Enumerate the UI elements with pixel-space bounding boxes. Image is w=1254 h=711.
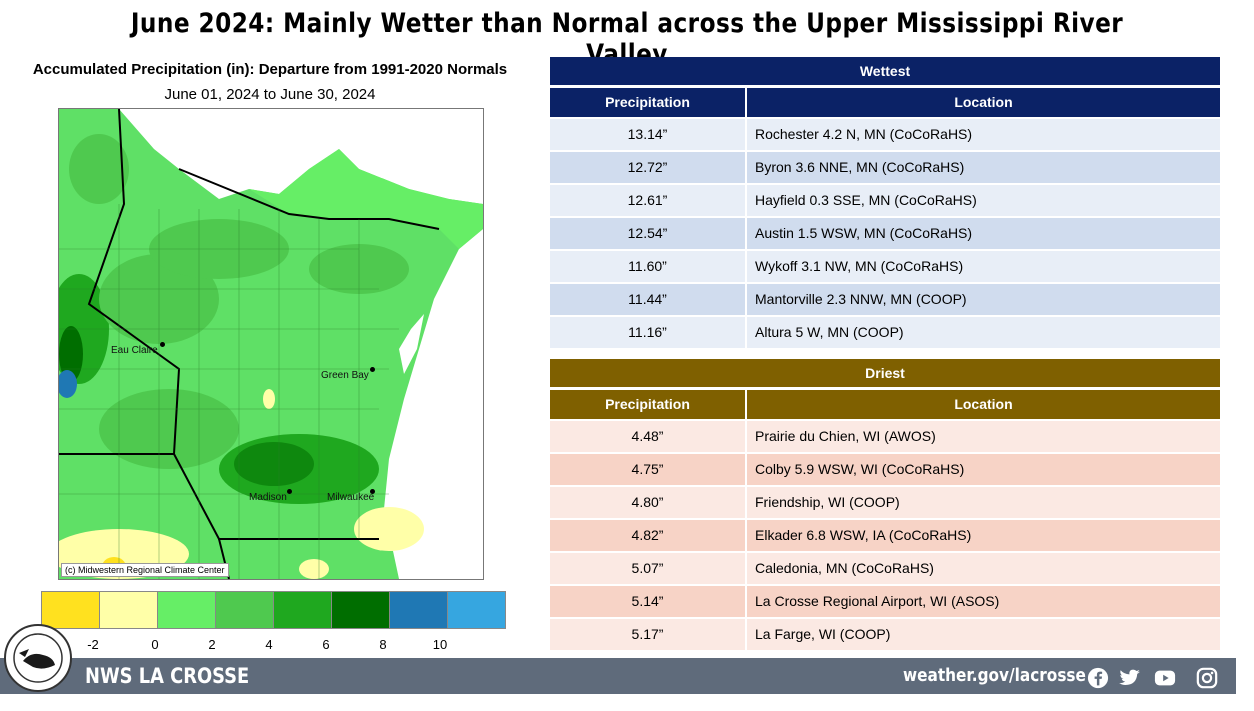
driest-column-headers: Precipitation Location	[550, 390, 1220, 419]
column-header-precipitation: Precipitation	[550, 88, 745, 117]
precipitation-cell: 4.82”	[550, 520, 747, 551]
location-cell: Prairie du Chien, WI (AWOS)	[755, 428, 936, 444]
legend-label: 8	[379, 637, 387, 652]
location-cell: Byron 3.6 NNE, MN (CoCoRaHS)	[755, 159, 965, 175]
table-row: 12.54” Austin 1.5 WSW, MN (CoCoRaHS)	[550, 216, 1220, 249]
table-row: 11.60” Wykoff 3.1 NW, MN (CoCoRaHS)	[550, 249, 1220, 282]
table-row: 5.14” La Crosse Regional Airport, WI (ASO…	[550, 584, 1220, 617]
location-cell: Hayfield 0.3 SSE, MN (CoCoRaHS)	[755, 192, 977, 208]
table-row: 5.07” Caledonia, MN (CoCoRaHS)	[550, 551, 1220, 584]
precipitation-cell: 4.48”	[550, 421, 747, 452]
precipitation-cell: 12.61”	[550, 185, 747, 216]
city-marker	[370, 489, 375, 494]
color-legend	[41, 591, 506, 629]
city-label-milwaukee: Milwaukee	[327, 492, 375, 503]
city-label-madison: Madison	[249, 492, 287, 503]
location-cell: Rochester 4.2 N, MN (CoCoRaHS)	[755, 126, 973, 142]
legend-swatch	[216, 592, 274, 628]
map-graphic	[59, 109, 483, 579]
precipitation-cell: 5.17”	[550, 619, 747, 650]
twitter-icon[interactable]	[1117, 667, 1143, 689]
precipitation-map: Eau Claire Green Bay Madison Milwaukee (…	[58, 108, 484, 580]
column-header-location: Location	[747, 390, 1220, 419]
wettest-column-headers: Precipitation Location	[550, 88, 1220, 117]
precipitation-cell: 12.72”	[550, 152, 747, 183]
legend-swatch	[42, 592, 100, 628]
instagram-icon[interactable]	[1194, 667, 1220, 689]
city-marker	[370, 367, 375, 372]
driest-table: Driest Precipitation Location 4.48” Prair…	[550, 359, 1220, 650]
table-row: 4.48” Prairie du Chien, WI (AWOS)	[550, 419, 1220, 452]
map-title: Accumulated Precipitation (in): Departur…	[32, 61, 508, 78]
driest-header: Driest	[550, 359, 1220, 387]
table-row: 11.16” Altura 5 W, MN (COOP)	[550, 315, 1220, 348]
location-cell: Mantorville 2.3 NNW, MN (COOP)	[755, 291, 967, 307]
table-row: 4.75” Colby 5.9 WSW, WI (CoCoRaHS)	[550, 452, 1220, 485]
slide-title: June 2024: Mainly Wetter than Normal acr…	[130, 8, 1124, 70]
driest-rows: 4.48” Prairie du Chien, WI (AWOS) 4.75” Col…	[550, 419, 1220, 650]
legend-swatch	[332, 592, 390, 628]
precipitation-cell: 12.54”	[550, 218, 747, 249]
table-row: 11.44” Mantorville 2.3 NNW, MN (COOP)	[550, 282, 1220, 315]
wettest-table: Wettest Precipitation Location 13.14” Roc…	[550, 57, 1220, 348]
city-marker	[160, 342, 165, 347]
precipitation-cell: 11.16”	[550, 317, 747, 348]
legend-swatch	[448, 592, 505, 628]
city-label-eau-claire: Eau Claire	[111, 345, 158, 356]
location-cell: La Farge, WI (COOP)	[755, 626, 891, 642]
wettest-rows: 13.14” Rochester 4.2 N, MN (CoCoRaHS) 12.7…	[550, 117, 1220, 348]
location-cell: Caledonia, MN (CoCoRaHS)	[755, 560, 934, 576]
legend-label: -2	[87, 637, 99, 652]
footer-office-name: NWS LA CROSSE	[85, 664, 250, 688]
column-header-precipitation: Precipitation	[550, 390, 745, 419]
map-credit: (c) Midwestern Regional Climate Center	[61, 563, 229, 577]
legend-label: 6	[322, 637, 330, 652]
column-header-location: Location	[747, 88, 1220, 117]
legend-label: 2	[208, 637, 216, 652]
map-date-range: June 01, 2024 to June 30, 2024	[164, 86, 376, 103]
footer-bar: NWS LA CROSSE weather.gov/lacrosse	[0, 658, 1236, 694]
legend-swatch	[158, 592, 216, 628]
precipitation-cell: 13.14”	[550, 119, 747, 150]
location-cell: Wykoff 3.1 NW, MN (CoCoRaHS)	[755, 258, 964, 274]
precipitation-cell: 11.44”	[550, 284, 747, 315]
table-row: 4.82” Elkader 6.8 WSW, IA (CoCoRaHS)	[550, 518, 1220, 551]
legend-swatch	[390, 592, 448, 628]
table-row: 12.61” Hayfield 0.3 SSE, MN (CoCoRaHS)	[550, 183, 1220, 216]
precipitation-cell: 4.80”	[550, 487, 747, 518]
precipitation-cell: 11.60”	[550, 251, 747, 282]
precipitation-cell: 5.07”	[550, 553, 747, 584]
nws-logo-icon	[4, 624, 72, 692]
youtube-icon[interactable]	[1152, 667, 1178, 689]
city-marker	[287, 489, 292, 494]
wettest-header: Wettest	[550, 57, 1220, 85]
precipitation-cell: 5.14”	[550, 586, 747, 617]
legend-label: 0	[151, 637, 159, 652]
city-label-green-bay: Green Bay	[321, 370, 369, 381]
footer-website-link[interactable]: weather.gov/lacrosse	[903, 665, 1086, 686]
legend-label: 10	[432, 637, 448, 652]
location-cell: Friendship, WI (COOP)	[755, 494, 900, 510]
legend-swatch	[274, 592, 332, 628]
location-cell: La Crosse Regional Airport, WI (ASOS)	[755, 593, 1000, 609]
table-row: 12.72” Byron 3.6 NNE, MN (CoCoRaHS)	[550, 150, 1220, 183]
location-cell: Elkader 6.8 WSW, IA (CoCoRaHS)	[755, 527, 972, 543]
table-row: 13.14” Rochester 4.2 N, MN (CoCoRaHS)	[550, 117, 1220, 150]
location-cell: Austin 1.5 WSW, MN (CoCoRaHS)	[755, 225, 973, 241]
location-cell: Altura 5 W, MN (COOP)	[755, 324, 904, 340]
facebook-icon[interactable]	[1085, 667, 1111, 689]
table-row: 5.17” La Farge, WI (COOP)	[550, 617, 1220, 650]
legend-label: 4	[265, 637, 273, 652]
table-row: 4.80” Friendship, WI (COOP)	[550, 485, 1220, 518]
location-cell: Colby 5.9 WSW, WI (CoCoRaHS)	[755, 461, 965, 477]
legend-swatch	[100, 592, 158, 628]
precipitation-cell: 4.75”	[550, 454, 747, 485]
